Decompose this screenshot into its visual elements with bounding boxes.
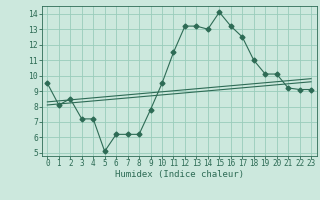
X-axis label: Humidex (Indice chaleur): Humidex (Indice chaleur): [115, 170, 244, 179]
